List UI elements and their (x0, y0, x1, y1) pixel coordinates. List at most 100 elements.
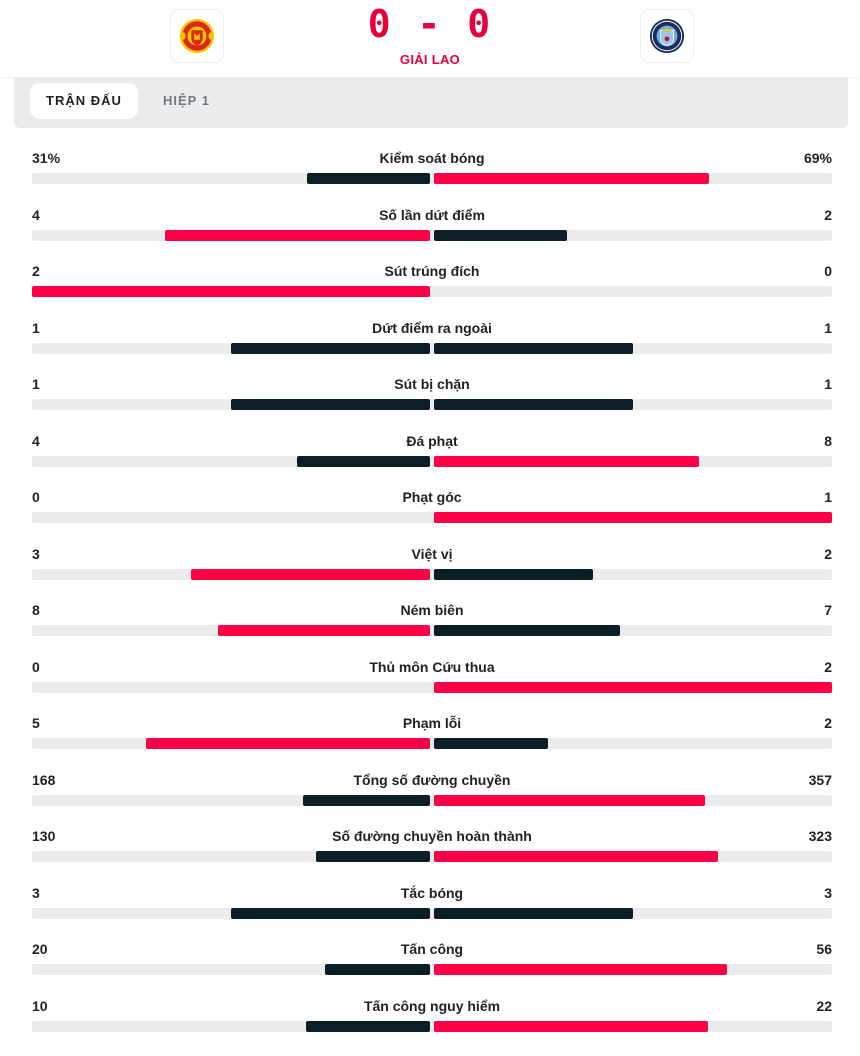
home-value: 4 (32, 432, 40, 449)
away-value: 8 (824, 432, 832, 449)
home-value: 2 (32, 263, 40, 279)
away-bar (434, 964, 727, 975)
home-team-logo[interactable] (171, 10, 223, 62)
stat-bar-track (32, 342, 832, 354)
man-utd-crest-icon (179, 18, 215, 54)
home-bar (307, 173, 430, 184)
away-bar (434, 1020, 708, 1032)
home-value: 3 (32, 545, 40, 562)
stat-bar-track (32, 794, 832, 806)
stat-label: Số lần dứt điểm (379, 206, 485, 223)
stat-row: 0 Phạt góc 1 (32, 485, 832, 542)
stat-row: 20 Tấn công 56 (32, 937, 832, 994)
stat-label: Việt vị (411, 545, 453, 562)
away-value: 1 (824, 489, 832, 505)
away-bar (434, 681, 832, 693)
home-bar (191, 568, 430, 580)
stat-label: Sút trúng đích (384, 263, 480, 279)
away-value: 2 (824, 658, 832, 675)
stat-row: 10 Tấn công nguy hiểm 22 (32, 994, 832, 1051)
stat-bar-track (32, 568, 832, 580)
stat-bar-track (32, 964, 832, 975)
away-value: 56 (816, 941, 832, 957)
stat-bar-track (32, 851, 832, 862)
home-value: 1 (32, 319, 40, 336)
home-value: 3 (32, 884, 40, 901)
stat-label: Kiểm soát bóng (379, 150, 485, 166)
tab-match[interactable]: TRẬN ĐẤU (30, 83, 138, 119)
away-value: 2 (824, 715, 832, 731)
stats-list: 31% Kiểm soát bóng 69% 4 Số lần dứt điểm… (32, 146, 832, 1050)
stat-row: 1 Sút bị chặn 1 (32, 372, 832, 429)
away-bar (434, 851, 718, 862)
stat-label: Tắc bóng (400, 884, 464, 901)
home-value: 31% (32, 150, 61, 166)
stat-bar-track (32, 399, 832, 410)
away-value: 323 (808, 828, 832, 844)
stat-label: Số đường chuyền hoàn thành (332, 828, 532, 844)
stat-row: 0 Thủ môn Cứu thua 2 (32, 655, 832, 712)
away-value: 1 (824, 319, 832, 336)
home-bar (297, 455, 430, 467)
home-bar (325, 964, 430, 975)
away-bar (434, 907, 633, 919)
stat-label: Tổng số đường chuyền (353, 771, 511, 788)
home-bar (146, 738, 430, 749)
away-bar (434, 173, 709, 184)
away-value: 2 (824, 206, 832, 223)
away-bar (434, 568, 593, 580)
home-value: 1 (32, 376, 40, 392)
stat-bar-track (32, 173, 832, 184)
away-bar (434, 512, 832, 523)
match-header: 0 - 0 GIẢI LAO (0, 0, 860, 78)
home-value: 8 (32, 602, 40, 618)
home-bar (218, 625, 430, 636)
stat-bar-track (32, 1020, 832, 1032)
away-team-logo[interactable] (641, 10, 693, 62)
stat-bar-track (32, 286, 832, 297)
away-bar (434, 342, 633, 354)
home-value: 0 (32, 658, 40, 675)
home-value: 130 (32, 828, 56, 844)
stat-row: 130 Số đường chuyền hoàn thành 323 (32, 824, 832, 881)
stat-label: Ném biên (400, 602, 464, 618)
stat-row: 1 Dứt điểm ra ngoài 1 (32, 316, 832, 373)
match-status: GIẢI LAO (399, 52, 461, 67)
stat-row: 3 Việt vị 2 (32, 542, 832, 599)
away-value: 357 (808, 771, 832, 788)
stat-row: 168 Tổng số đường chuyền 357 (32, 768, 832, 825)
home-bar (316, 851, 430, 862)
away-value: 2 (824, 545, 832, 562)
home-bar (231, 907, 430, 919)
man-city-crest-icon (649, 18, 685, 54)
away-value: 0 (824, 263, 832, 279)
home-value: 20 (32, 941, 48, 957)
home-value: 168 (32, 771, 56, 788)
stat-row: 4 Đá phạt 8 (32, 429, 832, 486)
match-score: 0 - 0 (367, 2, 493, 46)
stat-bar-track (32, 512, 832, 523)
away-value: 22 (816, 997, 832, 1014)
away-value: 1 (824, 376, 832, 392)
away-bar (434, 738, 548, 749)
home-bar (32, 286, 430, 297)
away-bar (434, 794, 705, 806)
home-bar (231, 342, 430, 354)
home-value: 5 (32, 715, 40, 731)
tab-first-half[interactable]: HIỆP 1 (163, 93, 210, 108)
away-value: 69% (803, 150, 832, 166)
stat-label: Phạm lỗi (402, 715, 462, 731)
stat-bar-track (32, 229, 832, 241)
stat-label: Dứt điểm ra ngoài (372, 319, 492, 336)
away-bar (434, 625, 620, 636)
stat-bar-track (32, 455, 832, 467)
stat-label: Tấn công (400, 941, 464, 957)
away-value: 7 (824, 602, 832, 618)
home-bar (231, 399, 430, 410)
period-tabs: TRẬN ĐẤU HIỆP 1 (14, 78, 848, 128)
home-bar (303, 794, 430, 806)
home-value: 10 (32, 997, 48, 1014)
away-bar (434, 455, 699, 467)
home-bar (306, 1020, 430, 1032)
stat-row: 8 Ném biên 7 (32, 598, 832, 655)
